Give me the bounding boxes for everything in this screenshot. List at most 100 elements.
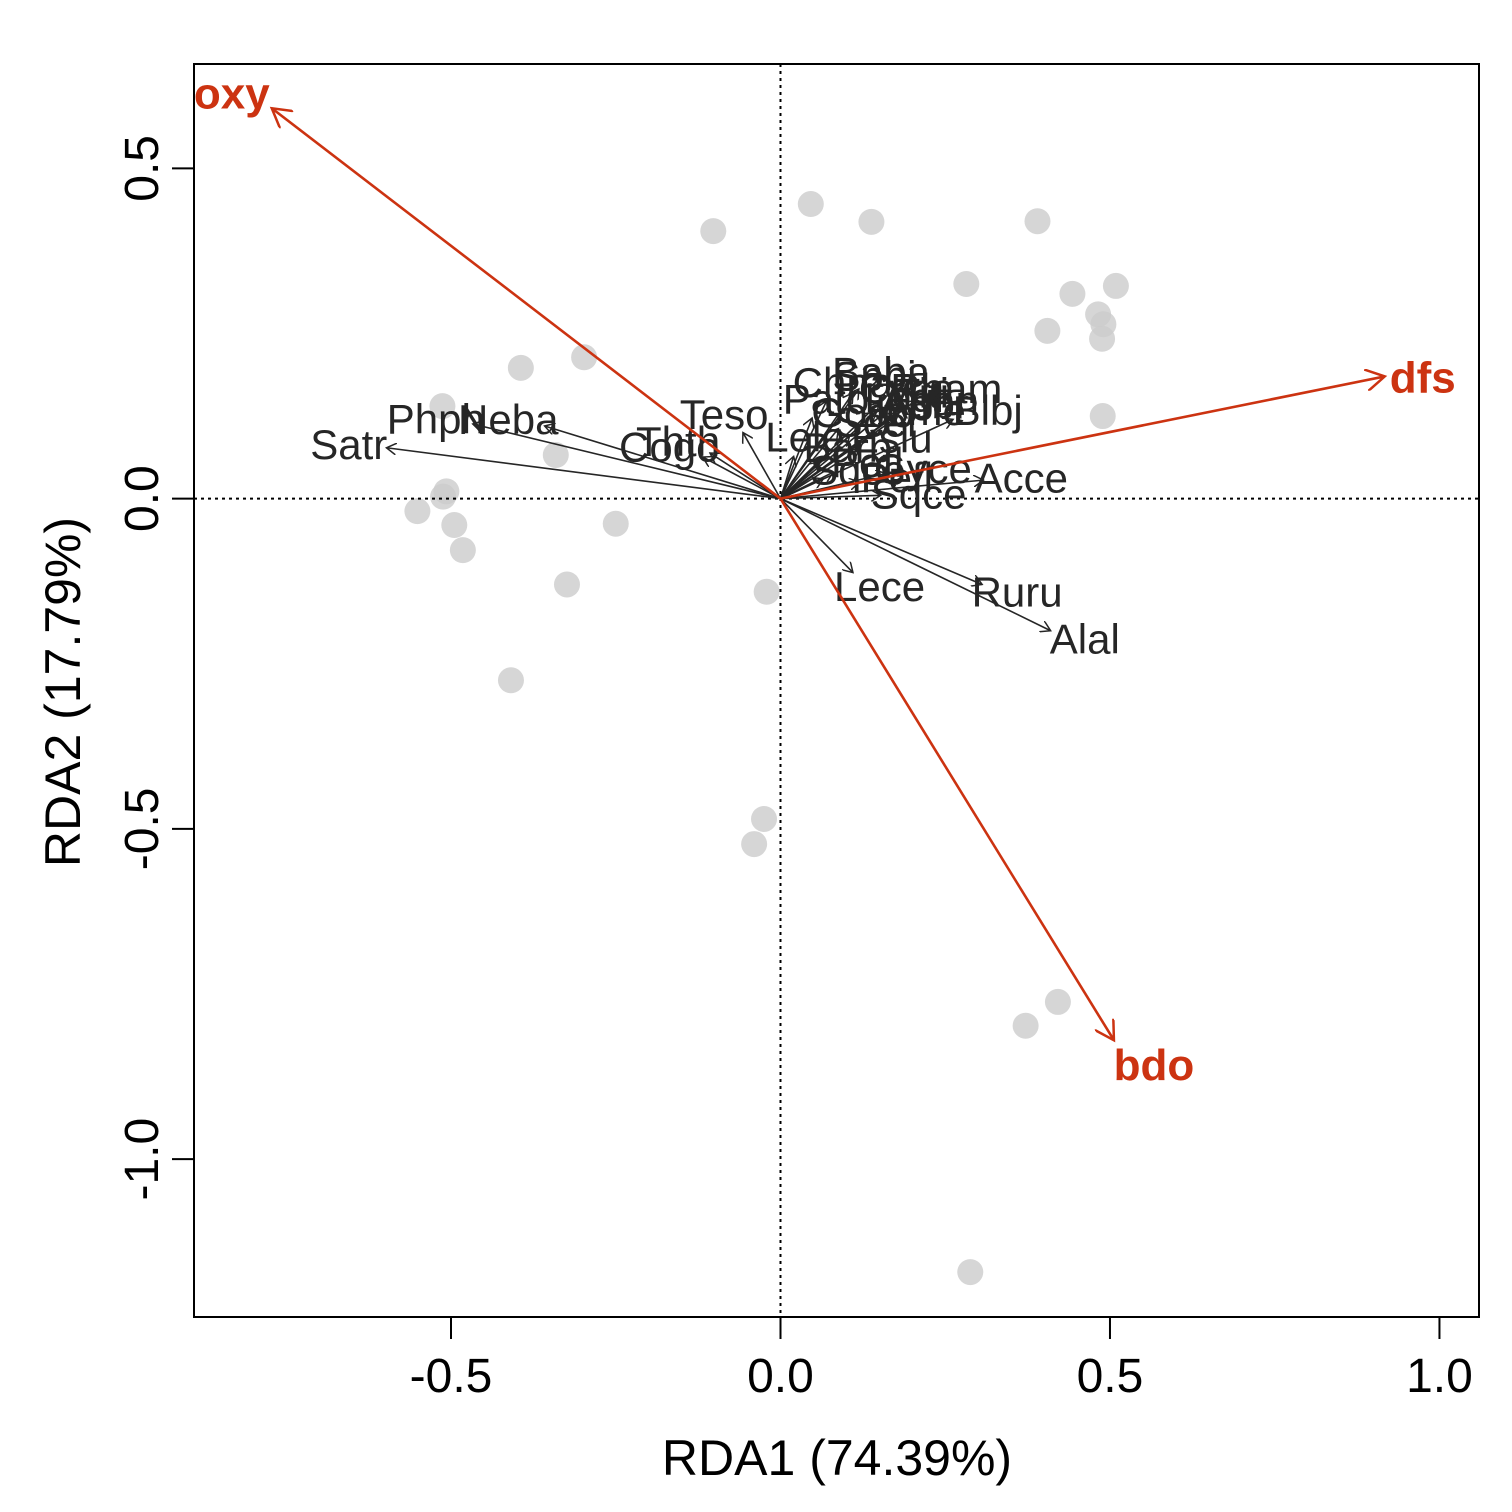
species-label: Scer <box>835 398 921 445</box>
species-arrows <box>386 389 1050 631</box>
environment-label: dfs <box>1390 353 1456 402</box>
species-arrow <box>780 495 880 498</box>
x-tick-label: -0.5 <box>410 1350 493 1403</box>
x-tick-label: 1.0 <box>1406 1350 1473 1403</box>
site-point <box>542 442 569 469</box>
species-label: Titi <box>895 369 949 416</box>
species-arrow <box>473 424 781 500</box>
species-label: Cyca <box>859 365 955 412</box>
environment-label: bdo <box>1114 1041 1195 1090</box>
species-label: Rham <box>890 365 1002 412</box>
site-point <box>1024 208 1051 235</box>
site-point <box>741 831 768 858</box>
species-label: Blbj <box>953 387 1023 434</box>
species-label: Barb <box>803 424 892 471</box>
y-axis: -1.0 -0.5 0.0 0.5 <box>116 135 194 1201</box>
species-arrow <box>780 449 859 500</box>
species-arrow <box>386 448 781 500</box>
site-point <box>441 512 468 539</box>
site-points <box>404 191 1129 1286</box>
site-point <box>430 483 457 510</box>
species-label: Gyce <box>874 445 972 492</box>
site-point <box>507 354 534 381</box>
site-point <box>700 218 727 245</box>
x-tick-label: 0.5 <box>1077 1350 1144 1403</box>
species-label: Alal <box>1050 616 1120 663</box>
site-point <box>1059 280 1086 307</box>
species-label: Sqce <box>810 446 906 493</box>
species-label: Legi <box>864 374 943 421</box>
species-arrow <box>780 479 823 500</box>
species-label: Anan <box>881 377 979 424</box>
species-arrow <box>780 497 982 585</box>
environment-arrow <box>780 376 1384 500</box>
species-label: Phph <box>387 395 485 442</box>
site-point <box>953 270 980 297</box>
species-label: Teso <box>680 391 769 438</box>
species-label: Sqce <box>871 471 967 518</box>
species-arrow <box>545 426 781 500</box>
y-tick-label: -1.0 <box>116 1118 169 1201</box>
species-arrow <box>780 497 1050 631</box>
species-arrow <box>779 456 793 499</box>
species-label: Pefl <box>831 439 903 486</box>
y-tick-label: -0.5 <box>116 788 169 871</box>
species-arrow <box>780 413 899 500</box>
species-label: Gogo <box>811 389 914 436</box>
species-arrow <box>703 457 781 500</box>
species-label: Abbr <box>880 380 969 427</box>
site-point <box>497 667 524 694</box>
site-point <box>1102 272 1129 299</box>
x-tick-label: 0.0 <box>747 1350 814 1403</box>
site-point <box>1044 988 1071 1015</box>
species-arrow <box>779 401 826 499</box>
plot-frame <box>193 63 1480 1318</box>
site-point <box>753 578 780 605</box>
y-tick-label: 0.5 <box>116 135 169 202</box>
species-label: Acce <box>975 454 1068 501</box>
species-arrow <box>779 393 852 500</box>
site-point <box>553 571 580 598</box>
reference-lines <box>194 64 1479 1317</box>
x-axis-label: RDA1 (74.39%) <box>662 1430 1012 1486</box>
species-label: Spbi <box>832 352 916 399</box>
species-label: Eslu <box>851 414 933 461</box>
species-arrow <box>743 433 782 500</box>
species-arrow <box>780 480 983 500</box>
species-label: Neba <box>458 396 559 443</box>
species-arrow <box>779 498 852 573</box>
species-label: Pefl <box>861 454 933 501</box>
site-point <box>602 510 629 537</box>
species-label: Satr <box>310 421 387 468</box>
site-point <box>797 191 824 218</box>
site-point <box>858 208 885 235</box>
species-label: Lece <box>834 563 925 610</box>
species-label: Cogo <box>619 424 719 471</box>
site-point <box>1089 403 1116 430</box>
y-axis-label: RDA2 (17.79%) <box>35 517 91 867</box>
species-label: Icme <box>875 387 966 434</box>
site-point <box>1034 317 1061 344</box>
site-point <box>429 393 456 420</box>
environment-label: oxy <box>194 69 270 118</box>
site-point <box>571 344 598 371</box>
site-point <box>1012 1012 1039 1039</box>
species-arrow <box>779 462 820 500</box>
site-point <box>751 805 778 832</box>
species-labels: SatrPhphNebaCogoThthTesoBabaChnaSpbiRham… <box>310 349 1120 663</box>
species-label: Pato <box>783 375 869 422</box>
species-label: Baba <box>832 349 931 396</box>
species-arrow <box>779 406 892 500</box>
environment-arrow <box>779 497 1113 1041</box>
x-axis: -0.5 0.0 0.5 1.0 <box>410 1317 1473 1403</box>
site-point <box>1089 325 1116 352</box>
species-label: Chna <box>793 359 894 406</box>
site-point <box>957 1259 984 1286</box>
y-tick-label: 0.0 <box>116 465 169 532</box>
species-label: Ruru <box>972 568 1063 615</box>
site-point <box>404 498 431 525</box>
environment-arrow <box>272 108 782 500</box>
site-point <box>449 537 476 564</box>
species-label: Lele <box>765 413 844 460</box>
